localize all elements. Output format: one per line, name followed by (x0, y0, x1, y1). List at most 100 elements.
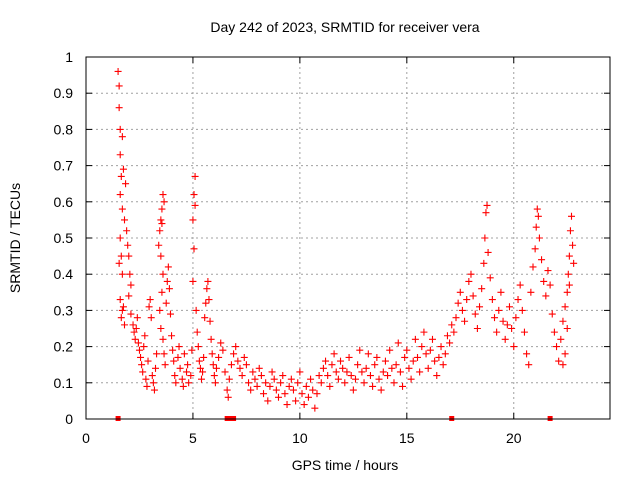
data-point (491, 314, 499, 322)
data-point (334, 375, 342, 383)
data-point (188, 346, 196, 354)
data-point (369, 382, 377, 390)
x-tick-label: 5 (189, 430, 197, 446)
y-tick-label: 0.6 (54, 194, 74, 210)
data-point (328, 361, 336, 369)
data-point (238, 372, 246, 380)
data-point (563, 288, 571, 296)
data-point (189, 277, 197, 285)
data-point (409, 357, 417, 365)
y-axis-label: SRMTID / TECUs (7, 183, 23, 293)
data-point (296, 368, 304, 376)
chart-title: Day 242 of 2023, SRMTID for receiver ver… (210, 19, 479, 35)
data-point (388, 364, 396, 372)
data-point (569, 241, 577, 249)
y-tick-label: 0.3 (54, 302, 74, 318)
data-point (217, 339, 225, 347)
y-tick-label: 0.7 (54, 158, 74, 174)
data-point (160, 350, 168, 358)
data-point (170, 357, 178, 365)
data-point (285, 382, 293, 390)
data-point (120, 216, 128, 224)
data-point (345, 353, 353, 361)
data-point (205, 296, 213, 304)
data-point (392, 361, 400, 369)
data-point (138, 361, 146, 369)
data-point (118, 205, 126, 213)
data-point (160, 198, 168, 206)
data-point (277, 379, 285, 387)
data-point (236, 364, 244, 372)
data-point (116, 234, 124, 242)
data-point (159, 335, 167, 343)
data-point (245, 379, 253, 387)
data-point (191, 201, 199, 209)
y-tick-label: 0 (65, 411, 73, 427)
data-point (467, 270, 475, 278)
data-point (439, 361, 447, 369)
data-point (364, 350, 372, 358)
data-point (212, 364, 220, 372)
data-point (274, 393, 282, 401)
data-point (115, 259, 123, 267)
data-point (568, 212, 576, 220)
data-point (386, 346, 394, 354)
data-point (144, 357, 152, 365)
data-point (332, 368, 340, 376)
data-point (189, 216, 197, 224)
data-point (155, 241, 163, 249)
data-point (523, 350, 531, 358)
data-point (324, 372, 332, 380)
data-point (493, 328, 501, 336)
data-point (253, 382, 261, 390)
data-point (505, 303, 513, 311)
data-point (371, 361, 379, 369)
data-point (540, 277, 548, 285)
data-point (422, 350, 430, 358)
data-point (454, 299, 462, 307)
data-point (289, 386, 297, 394)
data-point (481, 234, 489, 242)
data-point (255, 364, 263, 372)
data-point (476, 303, 484, 311)
data-point (225, 375, 233, 383)
data-point (153, 350, 161, 358)
data-point (159, 270, 167, 278)
data-point (146, 296, 154, 304)
data-point (131, 335, 139, 343)
data-point (557, 335, 565, 343)
data-point (200, 353, 208, 361)
data-point (313, 390, 321, 398)
data-point (116, 191, 124, 199)
data-point (127, 281, 135, 289)
data-point (411, 335, 419, 343)
data-point (141, 332, 149, 340)
data-point (272, 386, 280, 394)
data-point (242, 361, 250, 369)
data-point (175, 343, 183, 351)
data-point (178, 375, 186, 383)
data-point (565, 252, 573, 260)
data-point (185, 379, 193, 387)
data-point (512, 314, 520, 322)
data-point (152, 364, 160, 372)
data-point (157, 252, 165, 260)
data-point (247, 386, 255, 394)
data-point (264, 397, 272, 405)
data-point (433, 372, 441, 380)
data-point (431, 357, 439, 365)
data-point (561, 350, 569, 358)
y-tick-label: 0.8 (54, 121, 74, 137)
data-point (190, 191, 198, 199)
data-point (230, 350, 238, 358)
data-point (116, 151, 124, 159)
data-point (192, 306, 200, 314)
data-point (317, 379, 325, 387)
data-point (366, 372, 374, 380)
data-point (156, 227, 164, 235)
data-point (529, 263, 537, 271)
data-point (471, 310, 479, 318)
data-point (486, 274, 494, 282)
data-point (118, 306, 126, 314)
x-tick-label: 0 (82, 430, 90, 446)
